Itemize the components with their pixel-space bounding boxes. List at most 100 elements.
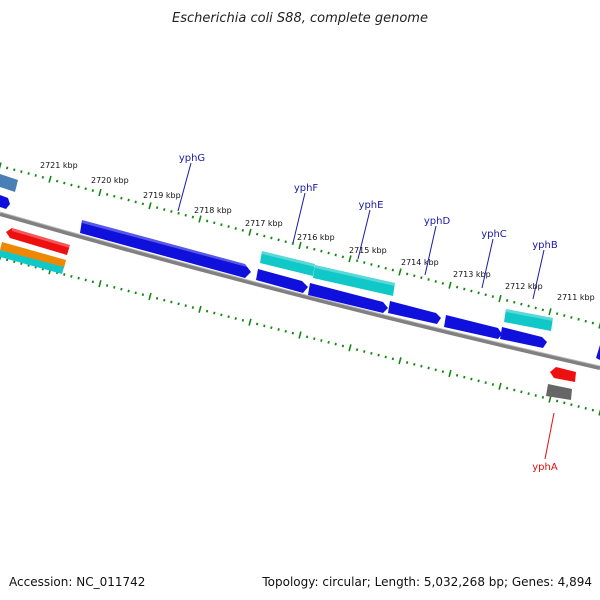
inner-tick-ring: [0, 254, 600, 416]
tick-mark: [320, 339, 323, 342]
tick-mark: [191, 306, 195, 309]
tick-mark: [227, 225, 230, 228]
cds-blue-yphC: [444, 315, 502, 339]
tick-mark: [505, 298, 509, 302]
tick-mark: [484, 293, 487, 297]
tick-mark: [184, 304, 187, 308]
kbp-label-group: 2721 kbp 2720 kbp 2719 kbp 2718 kbp 2717…: [40, 161, 595, 302]
tick-mark: [127, 198, 130, 202]
tick-mark: [84, 187, 87, 191]
tick-mark: [377, 264, 380, 268]
tick-mark: [477, 379, 480, 383]
tick-mark: [134, 200, 137, 204]
tick-mark: [470, 289, 473, 293]
tick-mark: [563, 314, 566, 317]
tick-mark: [327, 340, 330, 344]
tick-mark: [298, 241, 302, 250]
tick-mark: [98, 188, 102, 197]
tick-mark: [498, 294, 502, 303]
tick-mark: [241, 228, 245, 232]
tick-mark: [534, 306, 537, 310]
tick-mark: [520, 302, 523, 306]
tick-mark: [255, 232, 259, 236]
tick-mark: [5, 258, 9, 262]
tick-mark: [598, 321, 600, 329]
tick-mark: [270, 326, 273, 330]
kbp-label: 2720 kbp: [91, 176, 129, 185]
cds-cyan-yphF: [260, 251, 315, 276]
cds-gray-yphA: [546, 384, 572, 400]
tick-mark: [41, 175, 45, 179]
kbp-label: 2713 kbp: [453, 270, 491, 279]
tick-mark: [434, 280, 437, 283]
tick-mark: [105, 192, 109, 196]
tick-mark: [377, 353, 380, 357]
tick-mark: [577, 405, 580, 408]
tick-mark: [313, 247, 316, 251]
gene-label-yphA: yphA: [532, 462, 558, 473]
cds-blue-yphE-inner: [308, 283, 388, 313]
tick-mark: [505, 386, 509, 390]
tick-mark: [248, 318, 252, 326]
tick-mark: [591, 408, 595, 412]
tick-mark: [20, 170, 23, 174]
cds-blue-right: [596, 345, 600, 360]
gene-label-group: yphG yphF yphE yphD yphC yphB yphA: [179, 153, 558, 473]
tick-mark: [313, 337, 316, 341]
tick-mark: [91, 280, 95, 284]
tick-mark: [48, 175, 52, 183]
tick-mark: [455, 373, 459, 377]
tick-mark: [170, 210, 173, 213]
kbp-label: 2721 kbp: [40, 161, 78, 170]
tick-mark: [527, 304, 530, 308]
kbp-label: 2716 kbp: [297, 233, 335, 242]
tick-mark: [91, 189, 95, 193]
tick-mark: [148, 292, 152, 301]
tick-mark: [484, 381, 487, 385]
tick-mark: [370, 263, 373, 266]
tick-mark: [341, 344, 345, 348]
tick-mark: [534, 394, 537, 397]
tick-mark: [327, 251, 330, 255]
gene-label-yphE: yphE: [359, 200, 384, 211]
tick-mark: [263, 234, 266, 238]
tick-mark: [448, 369, 452, 378]
tick-mark: [413, 274, 416, 278]
tick-mark: [55, 179, 59, 183]
tick-mark: [413, 362, 416, 366]
tick-mark: [141, 293, 145, 297]
cds-red-left: [6, 228, 70, 255]
tick-mark: [134, 291, 137, 295]
tick-mark: [455, 285, 459, 289]
map-title: Escherichia coli S88, complete genome: [172, 11, 428, 26]
tick-mark: [591, 321, 595, 325]
tick-mark: [363, 350, 366, 353]
tick-mark: [0, 162, 2, 170]
tick-mark: [513, 300, 516, 304]
tick-mark: [70, 183, 73, 187]
tick-mark: [398, 357, 402, 365]
gene-label-yphD: yphD: [424, 216, 451, 227]
tick-mark: [248, 228, 252, 236]
tick-mark: [391, 357, 395, 361]
cds-cyan-left: [0, 250, 64, 274]
tick-mark: [177, 211, 180, 215]
tick-mark: [155, 296, 159, 300]
cds-blue-yphB-inner: [500, 327, 547, 348]
cds-blue-yphG: [80, 220, 251, 278]
tick-mark: [570, 403, 573, 407]
tick-mark: [420, 364, 423, 368]
tick-mark: [405, 361, 409, 364]
tick-mark: [348, 255, 352, 263]
tick-mark: [220, 223, 223, 227]
tick-mark: [163, 208, 166, 211]
tick-mark: [491, 295, 495, 299]
tick-mark: [527, 392, 530, 396]
tick-mark: [27, 172, 30, 175]
tick-mark: [427, 278, 430, 281]
tick-mark: [520, 390, 523, 394]
tick-mark: [170, 300, 173, 304]
tick-mark: [234, 317, 237, 320]
gene-label-yphF: yphF: [294, 183, 319, 194]
